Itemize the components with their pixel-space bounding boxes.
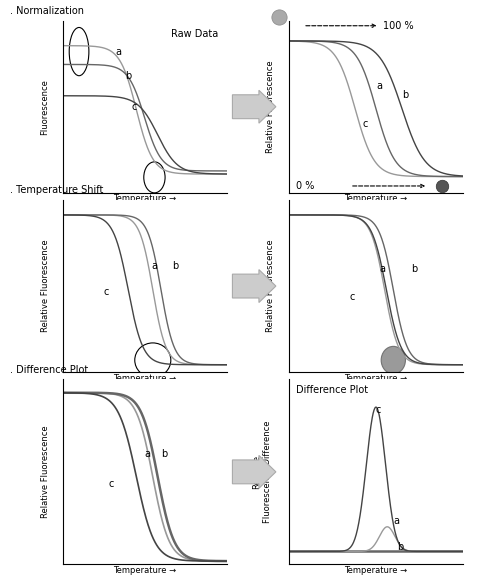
Ellipse shape (381, 346, 405, 374)
Text: 100 %: 100 % (383, 21, 414, 31)
X-axis label: Temperature →: Temperature → (345, 194, 407, 203)
X-axis label: Temperature →: Temperature → (113, 373, 176, 383)
Text: c: c (350, 292, 355, 302)
FancyArrow shape (232, 269, 276, 302)
Y-axis label: Relative Fluorescence: Relative Fluorescence (267, 61, 275, 153)
Y-axis label: Relative Fluorescence: Relative Fluorescence (40, 426, 50, 518)
Text: a: a (151, 261, 157, 271)
Text: c: c (108, 479, 114, 489)
Text: a: a (379, 264, 386, 274)
Text: Raw Data: Raw Data (171, 29, 218, 39)
Text: b: b (125, 71, 131, 81)
Text: c: c (376, 405, 381, 415)
X-axis label: Temperature →: Temperature → (345, 373, 407, 383)
Text: c: c (362, 119, 367, 129)
Text: b: b (173, 261, 179, 271)
Text: a: a (393, 516, 399, 526)
Text: Difference Plot: Difference Plot (296, 385, 368, 395)
X-axis label: Temperature →: Temperature → (345, 566, 407, 575)
X-axis label: Temperature →: Temperature → (113, 566, 176, 575)
Text: b: b (397, 542, 403, 552)
Y-axis label: Relative
Fluorescence Difference: Relative Fluorescence Difference (253, 420, 272, 523)
Y-axis label: Relative Fluorescence: Relative Fluorescence (267, 240, 275, 332)
Text: b: b (402, 90, 408, 100)
FancyArrow shape (232, 455, 276, 488)
Text: b: b (161, 449, 167, 459)
Text: . Temperature Shift: . Temperature Shift (10, 185, 103, 195)
Text: . Normalization: . Normalization (10, 6, 84, 16)
FancyArrow shape (232, 91, 276, 123)
Text: . Difference Plot: . Difference Plot (10, 365, 88, 375)
Y-axis label: Relative Fluorescence: Relative Fluorescence (40, 240, 50, 332)
Text: a: a (115, 47, 121, 57)
Text: a: a (145, 449, 150, 459)
Text: c: c (104, 287, 109, 297)
Y-axis label: Fluorescence: Fluorescence (40, 79, 50, 135)
Text: b: b (411, 264, 417, 274)
X-axis label: Temperature →: Temperature → (113, 194, 176, 203)
Text: a: a (376, 82, 382, 92)
Text: c: c (132, 102, 137, 112)
Text: 0 %: 0 % (296, 181, 315, 191)
